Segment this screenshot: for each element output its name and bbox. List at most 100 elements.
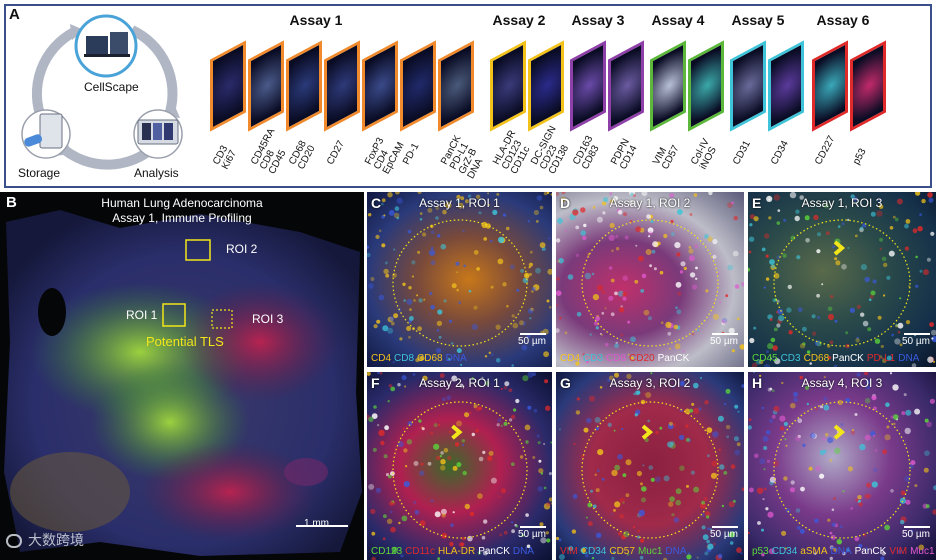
legend-marker: DNA — [512, 546, 535, 557]
legend-marker: CD20 — [629, 353, 655, 364]
legend-marker: DNA — [445, 353, 467, 364]
assay-2-title: Assay 2 — [492, 12, 546, 28]
panel-f-arrow-marker — [451, 424, 463, 440]
panel-c-scale: 50 µm — [518, 333, 546, 347]
storage-fridge-icon — [39, 113, 63, 149]
scale-label-1mm: 1 mm — [304, 518, 329, 529]
panel-e-legend: CD45 CD3 CD68 PanCK PD-L1 DNA — [752, 353, 922, 364]
legend-marker: CD68 — [417, 353, 443, 364]
scale-label: 50 µm — [518, 529, 546, 540]
roi-3-box — [211, 309, 233, 329]
legend-marker: DNA — [830, 546, 852, 557]
assay-1-title: Assay 1 — [289, 12, 343, 28]
scale-label: 50 µm — [710, 336, 738, 347]
watermark: 大数跨境 — [6, 530, 84, 550]
panel-c-legend: CD4 CD8 CD68 DNA — [371, 353, 470, 364]
panel-g-legend: VIM CD34 CD57 Muc1 DNA — [560, 546, 690, 557]
panel-e-region-outline — [773, 219, 911, 347]
legend-marker: CD3 — [780, 353, 801, 364]
panel-g-scale: 50 µm — [710, 526, 738, 540]
watermark-text: 大数跨境 — [28, 532, 84, 548]
panel-f-tile: F Assay 2, ROI 1 50 µm CD123 CD11c HLA-DR PanC… — [367, 372, 552, 560]
panel-a-letter: A — [9, 6, 20, 23]
scale-bar — [520, 526, 546, 528]
panel-f-scale: 50 µm — [518, 526, 546, 540]
legend-marker: CD11c — [405, 546, 435, 557]
legend-marker: PD-L1 — [866, 353, 896, 364]
scale-label: 50 µm — [710, 529, 738, 540]
panel-h-legend: p53 CD34 aSMA DNA PanCK VIM Muc1 — [752, 546, 936, 557]
panel-f-cell-texture — [367, 372, 552, 560]
tls-label: Potential TLS — [146, 334, 224, 349]
scale-label: 50 µm — [518, 336, 546, 347]
legend-marker: VIM — [889, 546, 908, 557]
panel-h-title: Assay 4, ROI 3 — [801, 376, 883, 390]
workflow-cycle-diagram — [21, 14, 183, 170]
legend-marker: DNA — [665, 546, 687, 557]
legend-marker: CD34 — [771, 546, 798, 557]
legend-marker: Muc1 — [637, 546, 663, 557]
panel-d-cell-texture — [556, 192, 744, 366]
legend-marker: CD8 — [394, 353, 415, 364]
roi-2-label: ROI 2 — [226, 242, 258, 256]
panel-g-tile: G Assay 3, ROI 2 50 µm VIM CD34 CD57 Muc1 DNA — [556, 372, 744, 560]
roi-1-box — [162, 303, 186, 327]
panel-c-region-outline — [392, 219, 528, 347]
panel-b-letter: B — [6, 194, 17, 211]
cycle-right-label: Analysis — [134, 166, 179, 180]
scale-label: 50 µm — [902, 529, 930, 540]
legend-marker: PanCK — [478, 546, 510, 557]
panel-c-title: Assay 1, ROI 1 — [419, 196, 500, 210]
scale-bar — [712, 333, 738, 335]
scale-bar — [904, 333, 930, 335]
legend-marker: CD45 — [752, 353, 778, 364]
watermark-logo-icon — [6, 534, 22, 549]
assay-3-title: Assay 3 — [571, 12, 625, 28]
panel-g-title: Assay 3, ROI 2 — [609, 376, 691, 390]
panel-b-title-line1: Human Lung Adenocarcinoma — [101, 196, 263, 210]
panel-c-letter: C — [371, 195, 382, 211]
legend-marker: CD3 — [583, 353, 604, 364]
assay-4-title: Assay 4 — [651, 12, 705, 28]
panel-f-letter: F — [371, 375, 380, 391]
panel-g-arrow-marker — [641, 424, 654, 440]
panel-d-scale: 50 µm — [710, 333, 738, 347]
legend-marker: aSMA — [800, 546, 828, 557]
assay-5-title: Assay 5 — [731, 12, 785, 28]
scale-bar — [904, 526, 930, 528]
panel-e-title: Assay 1, ROI 3 — [801, 196, 883, 210]
panel-e-arrow-marker — [833, 240, 846, 256]
legend-marker: CD123 — [371, 546, 403, 557]
legend-marker: CD68 — [803, 353, 830, 364]
lung-tissue-image — [4, 210, 362, 556]
scale-bar — [520, 333, 546, 335]
legend-marker: CD4 — [560, 353, 581, 364]
legend-marker: CD34 — [580, 546, 607, 557]
assay-6-title: Assay 6 — [816, 12, 870, 28]
panel-f-title: Assay 2, ROI 1 — [419, 376, 500, 390]
panel-h-tile: H Assay 4, ROI 3 50 µm p53 CD34 aSMA DNA PanCK V… — [748, 372, 936, 560]
legend-marker: DNA — [898, 353, 920, 364]
panel-b-title: Human Lung Adenocarcinoma Assay 1, Immun… — [0, 196, 364, 226]
legend-marker: VIM — [560, 546, 578, 557]
panel-f-region-outline — [392, 401, 528, 539]
legend-marker: PanCK — [832, 353, 864, 364]
panel-h-arrow-marker — [833, 424, 846, 440]
legend-marker: Muc1 — [910, 546, 935, 557]
cellscape-instrument-icon — [86, 36, 108, 54]
panel-d-legend: CD4 CD3 CD8 CD20 PanCK — [560, 353, 692, 364]
roi-3-label: ROI 3 — [252, 312, 284, 326]
panel-d-letter: D — [560, 195, 571, 211]
panel-c-tile: C Assay 1, ROI 1 50 µm CD4 CD8 CD68 DNA — [367, 192, 552, 367]
cycle-left-label: Storage — [18, 166, 61, 180]
panel-e-scale: 50 µm — [902, 333, 930, 347]
panel-d-region-outline — [581, 219, 719, 347]
scale-bar — [712, 526, 738, 528]
roi-2-box — [185, 239, 211, 261]
legend-marker: PanCK — [657, 353, 690, 364]
panel-f-legend: CD123 CD11c HLA-DR PanCK DNA — [371, 546, 537, 557]
panel-c-cell-texture — [367, 192, 552, 367]
legend-marker: PanCK — [854, 546, 887, 557]
panel-e-letter: E — [752, 195, 762, 211]
panel-g-cell-texture — [556, 372, 744, 560]
